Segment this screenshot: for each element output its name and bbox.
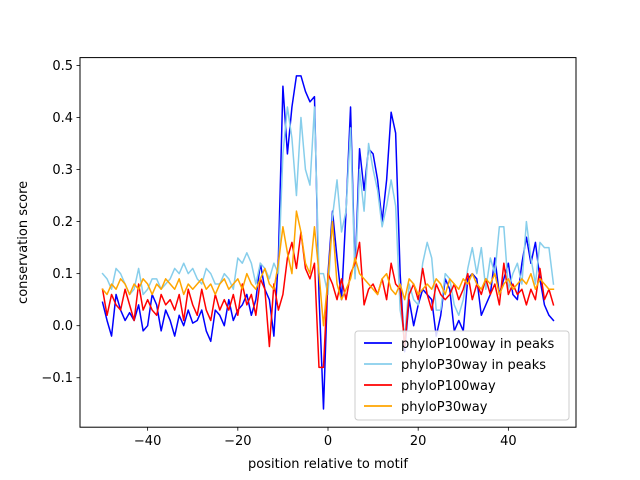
series-line-phylop30way-in-peaks bbox=[101, 106, 555, 337]
x-axis: −40 −20 0 20 40 bbox=[134, 427, 517, 449]
y-tick-label: 0.5 bbox=[52, 59, 73, 74]
x-tick-label: −20 bbox=[224, 434, 251, 449]
y-axis-label: conservation score bbox=[16, 181, 31, 304]
y-tick-label: −0.1 bbox=[41, 371, 73, 386]
y-tick-label: 0.2 bbox=[52, 215, 73, 230]
series-line-phylop30way bbox=[101, 210, 555, 327]
legend: phyloP100way in peaks phyloP30way in pea… bbox=[354, 330, 570, 421]
x-tick-label: 0 bbox=[324, 434, 332, 449]
y-tick-label: 0.1 bbox=[52, 267, 73, 282]
legend-label-phylop100way: phyloP100way bbox=[401, 379, 496, 394]
series-layer bbox=[101, 75, 555, 410]
y-tick-label: 0.4 bbox=[52, 111, 73, 126]
x-tick-label: −40 bbox=[134, 434, 161, 449]
legend-label-phylop30way: phyloP30way bbox=[401, 400, 488, 415]
x-axis-label: position relative to motif bbox=[248, 457, 408, 472]
y-axis: −0.1 0.0 0.1 0.2 0.3 0.4 0.5 bbox=[41, 59, 80, 386]
legend-label-phylop30way-in-peaks: phyloP30way in peaks bbox=[401, 358, 546, 373]
legend-box bbox=[354, 330, 570, 421]
y-tick-label: 0.0 bbox=[52, 319, 73, 334]
y-tick-label: 0.3 bbox=[52, 163, 73, 178]
x-tick-label: 20 bbox=[410, 434, 427, 449]
legend-label-phylop100way-in-peaks: phyloP100way in peaks bbox=[401, 337, 555, 352]
x-tick-label: 40 bbox=[500, 434, 517, 449]
